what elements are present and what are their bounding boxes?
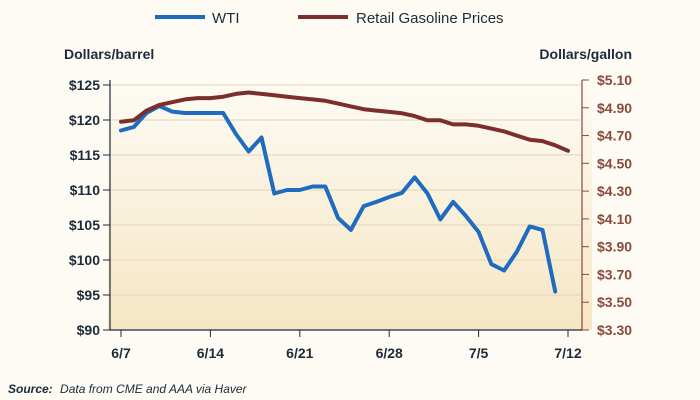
left-axis-title: Dollars/barrel: [64, 46, 154, 62]
left-tick-label: $115: [70, 147, 101, 163]
legend-gas-label: Retail Gasoline Prices: [356, 10, 504, 27]
wti-series-line: [119, 104, 558, 294]
right-tick-label: $5.10: [597, 72, 632, 88]
right-tick-label: $4.90: [597, 100, 632, 116]
source-text: Data from CME and AAA via Haver: [60, 382, 248, 396]
right-tick-label: $4.70: [597, 128, 632, 144]
right-tick-label: $3.90: [597, 239, 632, 255]
legend: WTI Retail Gasoline Prices: [155, 10, 504, 27]
x-tick-label: 7/12: [554, 345, 581, 361]
left-tick-label: $105: [69, 217, 100, 233]
x-tick-label: 7/5: [469, 345, 489, 361]
gasoline-series-line: [119, 90, 570, 153]
x-tick-label: 6/28: [376, 345, 403, 361]
left-tick-label: $100: [69, 252, 100, 268]
left-tick-label: $90: [77, 322, 101, 338]
x-tick-label: 6/21: [286, 345, 313, 361]
right-tick-label: $3.50: [597, 294, 632, 310]
right-axis-ticks: $3.30 $3.50 $3.70 $3.90 $4.10 $4.30 $4.50 $4.70…: [582, 72, 632, 338]
left-tick-label: $120: [69, 112, 100, 128]
x-tick-label: 6/7: [111, 345, 131, 361]
right-tick-label: $3.30: [597, 322, 632, 338]
x-axis-ticks: 6/7 6/14 6/21 6/28 7/5 7/12: [111, 330, 582, 361]
left-tick-label: $95: [77, 287, 101, 303]
plot-area: [108, 80, 592, 330]
right-tick-label: $3.70: [597, 266, 632, 282]
axes: [109, 80, 583, 331]
left-tick-label: $110: [70, 182, 101, 198]
left-tick-label: $125: [69, 77, 100, 93]
series-layer: [119, 90, 570, 294]
x-tick-label: 6/14: [197, 345, 224, 361]
source-note: Source: Data from CME and AAA via Haver: [8, 382, 248, 396]
right-tick-label: $4.50: [597, 155, 632, 171]
source-label: Source:: [8, 382, 53, 396]
right-tick-label: $4.10: [597, 211, 632, 227]
left-axis-ticks: $90 $95 $100 $105 $110 $115 $120 $125: [69, 77, 110, 338]
right-tick-label: $4.30: [597, 183, 632, 199]
right-axis-title: Dollars/gallon: [539, 46, 632, 62]
legend-wti-label: WTI: [212, 10, 240, 27]
